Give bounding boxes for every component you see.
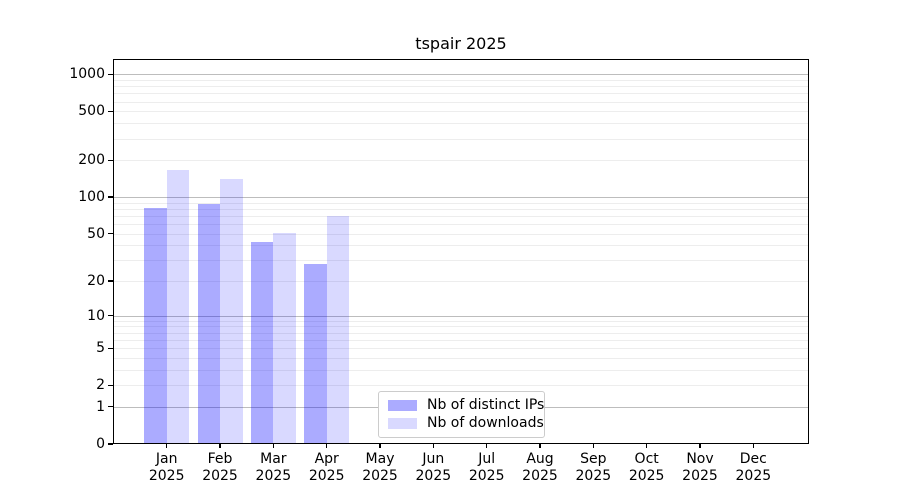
- gridline-minor-4: [113, 357, 809, 359]
- x-tick-may-2025: [379, 444, 381, 448]
- x-tick-oct-2025: [646, 444, 648, 448]
- gridline-minor-7: [113, 332, 809, 334]
- y-tick-label-500: 500: [78, 103, 105, 120]
- gridline-minor-2: [113, 385, 809, 387]
- y-tick-label-10: 10: [87, 307, 105, 324]
- x-tick-jun-2025: [432, 444, 434, 448]
- chart-title: tspair 2025: [415, 34, 507, 53]
- x-tick-feb-2025: [219, 444, 221, 448]
- gridline-minor-300: [113, 138, 809, 140]
- legend-label-distinct-ips: Nb of distinct IPs: [427, 397, 545, 413]
- bar-nb-of-distinct-ips-jan-2025: [144, 207, 167, 444]
- gridline-major-1000: [113, 74, 809, 76]
- x-tick-jan-2025: [166, 444, 168, 448]
- gridline-minor-6: [113, 339, 809, 341]
- gridline-minor-8: [113, 326, 809, 328]
- gridline-minor-600: [113, 101, 809, 103]
- x-tick-nov-2025: [699, 444, 701, 448]
- legend-item-downloads: Nb of downloads: [388, 416, 544, 431]
- gridline-minor-9: [113, 320, 809, 322]
- gridline-minor-500: [113, 111, 809, 113]
- y-tick-50: [108, 233, 113, 235]
- gridline-minor-40: [113, 245, 809, 247]
- x-tick-apr-2025: [326, 444, 328, 448]
- x-tick-label-jan-2025: Jan 2025: [148, 451, 185, 484]
- x-tick-label-dec-2025: Dec 2025: [735, 451, 772, 484]
- x-tick-jul-2025: [486, 444, 488, 448]
- gridline-minor-3: [113, 369, 809, 371]
- gridline-minor-700: [113, 93, 809, 95]
- y-tick-1: [108, 406, 113, 408]
- y-tick-2: [108, 384, 113, 386]
- gridline-minor-200: [113, 160, 809, 162]
- y-tick-0: [108, 443, 113, 445]
- bar-nb-of-distinct-ips-feb-2025: [197, 204, 221, 444]
- y-tick-200: [108, 159, 113, 161]
- gridline-minor-70: [113, 215, 809, 217]
- gridline-major-100: [113, 197, 809, 199]
- legend-item-distinct-ips: Nb of distinct IPs: [388, 398, 544, 413]
- legend-swatch-distinct-ips: [388, 400, 417, 411]
- y-tick-100: [108, 196, 113, 198]
- bar-nb-of-downloads-jan-2025: [166, 170, 190, 444]
- y-tick-label-1: 1: [96, 398, 105, 415]
- x-tick-label-nov-2025: Nov 2025: [682, 451, 718, 484]
- x-tick-label-jun-2025: Jun 2025: [415, 451, 452, 484]
- plot-area: [113, 59, 809, 444]
- gridline-minor-50: [113, 233, 809, 235]
- gridline-minor-800: [113, 86, 809, 88]
- gridline-minor-30: [113, 260, 809, 262]
- x-tick-label-may-2025: May 2025: [362, 451, 398, 484]
- y-tick-label-100: 100: [78, 189, 105, 206]
- x-tick-label-oct-2025: Oct 2025: [628, 451, 665, 484]
- gridline-minor-60: [113, 224, 809, 226]
- gridline-minor-80: [113, 208, 809, 210]
- gridline-minor-20: [113, 281, 809, 283]
- y-tick-label-0: 0: [96, 436, 105, 452]
- legend-label-downloads: Nb of downloads: [427, 415, 544, 431]
- y-tick-label-1000: 1000: [69, 66, 105, 83]
- x-tick-mar-2025: [272, 444, 274, 448]
- bar-nb-of-distinct-ips-mar-2025: [250, 241, 274, 444]
- y-tick-5: [108, 347, 113, 349]
- gridline-minor-90: [113, 202, 809, 204]
- y-tick-20: [108, 280, 113, 282]
- legend-swatch-downloads: [388, 418, 417, 429]
- x-tick-label-aug-2025: Aug 2025: [522, 451, 558, 484]
- y-tick-1000: [108, 73, 113, 75]
- bar-nb-of-distinct-ips-apr-2025: [304, 263, 327, 444]
- gridline-major-10: [113, 315, 809, 317]
- x-tick-label-mar-2025: Mar 2025: [255, 451, 292, 484]
- y-tick-label-200: 200: [78, 152, 105, 169]
- gridline-minor-900: [113, 79, 809, 81]
- bar-nb-of-downloads-feb-2025: [220, 179, 243, 444]
- x-tick-label-feb-2025: Feb 2025: [202, 451, 238, 484]
- bar-nb-of-downloads-mar-2025: [273, 232, 296, 444]
- x-tick-label-apr-2025: Apr 2025: [308, 451, 345, 484]
- x-tick-label-jul-2025: Jul 2025: [468, 451, 505, 484]
- x-tick-sep-2025: [592, 444, 594, 448]
- x-tick-dec-2025: [752, 444, 754, 448]
- x-tick-aug-2025: [539, 444, 541, 448]
- legend: Nb of distinct IPs Nb of downloads: [378, 391, 545, 438]
- bar-nb-of-downloads-apr-2025: [326, 215, 350, 444]
- gridline-minor-400: [113, 123, 809, 125]
- y-tick-label-50: 50: [87, 225, 105, 242]
- gridline-minor-5: [113, 348, 809, 350]
- x-tick-label-sep-2025: Sep 2025: [575, 451, 612, 484]
- y-tick-label-2: 2: [96, 377, 105, 394]
- y-tick-label-5: 5: [96, 340, 105, 357]
- y-tick-label-20: 20: [87, 273, 105, 290]
- y-tick-500: [108, 110, 113, 112]
- y-tick-10: [108, 315, 113, 317]
